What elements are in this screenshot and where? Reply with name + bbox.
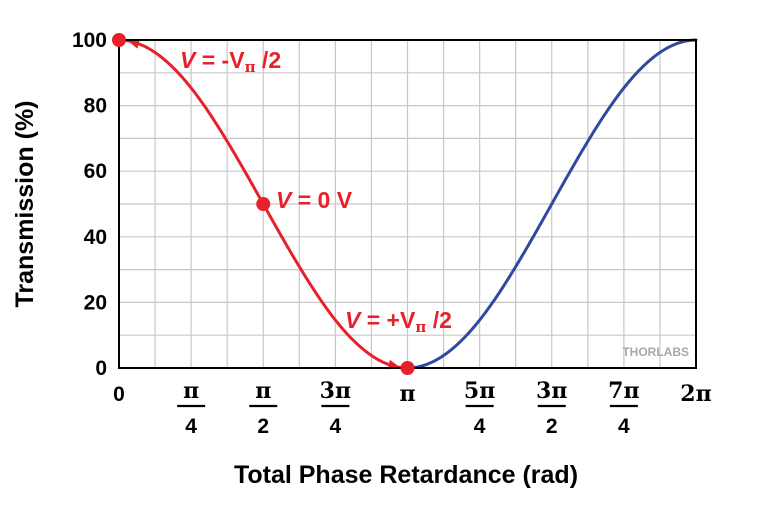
x-tick-numerator: π <box>255 378 271 404</box>
x-tick-label: π <box>399 381 415 407</box>
y-tick-label: 80 <box>84 95 107 118</box>
y-tick-label: 40 <box>84 226 107 249</box>
y-tick-label: 100 <box>72 29 107 52</box>
marker-points <box>112 33 415 375</box>
x-axis-title: Total Phase Retardance (rad) <box>234 461 578 489</box>
annotations: V = -Vπ /2 V = 0 V V = +Vπ /2 <box>180 47 452 336</box>
x-tick-denominator: 4 <box>474 415 486 438</box>
x-tick-numerator: 5π <box>464 378 495 404</box>
grid-lines <box>119 40 696 368</box>
x-tick-label: 2π <box>680 381 711 407</box>
annotation-label: V = -Vπ /2 <box>180 47 281 76</box>
series-line-1 <box>406 38 698 370</box>
x-tick-denominator: 2 <box>546 415 558 438</box>
annotation-label: V = +Vπ /2 <box>345 307 452 336</box>
x-tick-denominator: 4 <box>618 415 630 438</box>
x-tick-numerator: 3π <box>536 378 567 404</box>
thorlabs-watermark: THORLABS <box>622 345 689 359</box>
marker-point <box>112 33 126 47</box>
x-tick-denominator: 4 <box>185 415 197 438</box>
x-tick-labels: 0 π 4 π 2 3π 4 π 5π 4 3π 2 7π 4 2π <box>113 378 712 438</box>
annotation-label: V = 0 V <box>276 187 353 213</box>
x-tick-numerator: 7π <box>608 378 639 404</box>
x-tick-numerator: 3π <box>320 378 351 404</box>
x-tick-denominator: 4 <box>330 415 342 438</box>
x-tick-label: 0 <box>113 383 125 406</box>
y-tick-labels: 0 20 40 60 80 100 <box>72 29 107 380</box>
y-tick-label: 0 <box>95 357 107 380</box>
arrowhead-start <box>128 38 140 49</box>
y-tick-label: 20 <box>84 291 107 314</box>
x-tick-denominator: 2 <box>257 415 269 438</box>
y-axis-title: Transmission (%) <box>11 101 39 308</box>
x-tick-numerator: π <box>183 378 199 404</box>
marker-point <box>256 197 271 211</box>
marker-point <box>400 361 415 375</box>
y-tick-label: 60 <box>84 160 107 183</box>
